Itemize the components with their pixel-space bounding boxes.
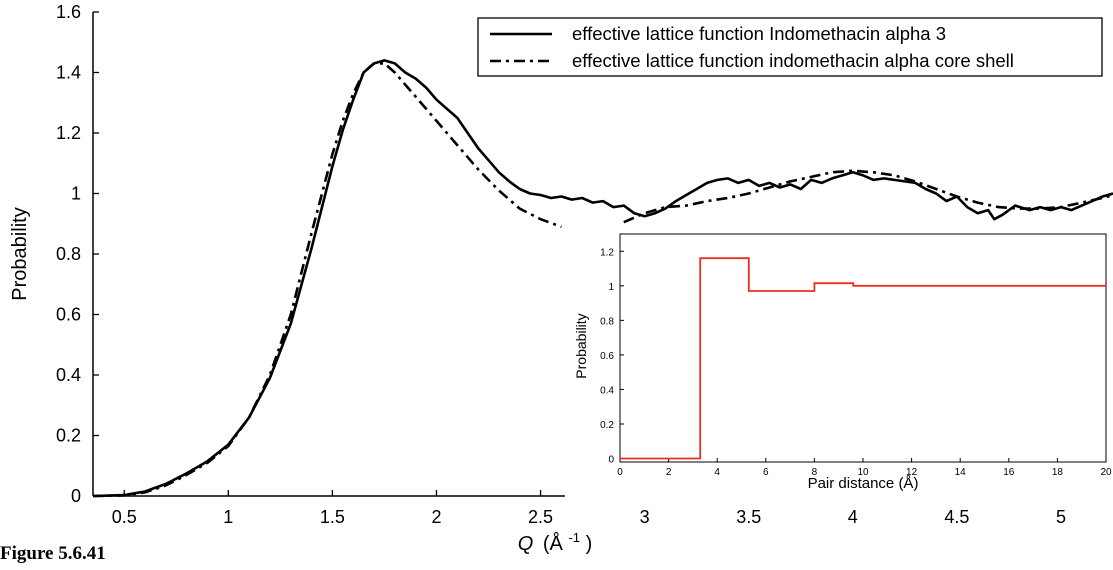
inset-x-tick-label: 12 xyxy=(906,467,918,478)
legend-label-series-1: effective lattice function Indomethacin … xyxy=(572,23,946,44)
main-x-tick-label: 0.5 xyxy=(112,507,137,527)
legend-label-series-2: effective lattice function indomethacin … xyxy=(572,50,1014,71)
main-x-tick-label: 3.5 xyxy=(736,507,761,527)
main-chart: 0.5 1 1.5 2 2.5 3 3.5 4 4.5 5 0 0.2 0.4 0.6 0.8 1 1.2 1.… xyxy=(9,2,1113,555)
main-series xyxy=(92,59,1113,498)
main-y-tick-label: 1 xyxy=(71,184,81,204)
inset-series xyxy=(620,257,1106,460)
inset-x-ticks: 0 2 4 6 8 10 12 14 16 18 20 xyxy=(617,458,1112,478)
inset-background xyxy=(565,229,1113,499)
inset-y-tick-label: 0.6 xyxy=(600,351,614,362)
main-x-ticks: 0.5 1 1.5 2 2.5 3 3.5 4 4.5 5 xyxy=(112,490,1066,527)
inset-x-tick-label: 10 xyxy=(857,467,869,478)
inset-x-axis-label: Pair distance (Å) xyxy=(808,475,919,492)
main-y-tick-label: 0.2 xyxy=(56,426,81,446)
main-y-tick-label: 0 xyxy=(71,486,81,506)
main-x-axis-label-units: (Å xyxy=(543,532,564,555)
inset-y-ticks: 0 0.2 0.4 0.6 0.8 1 1.2 xyxy=(600,247,624,466)
inset-x-tick-label: 2 xyxy=(666,467,672,478)
main-series-line-2 xyxy=(92,62,562,498)
main-y-tick-label: 0.8 xyxy=(56,244,81,264)
main-y-axis-label: Probability xyxy=(9,207,31,300)
inset-chart: 0 2 4 6 8 10 12 14 16 18 20 0 0.2 0.4 0.6 0.8 1 1.2 Prob… xyxy=(565,229,1113,499)
legend-box xyxy=(477,17,1103,77)
inset-x-tick-label: 14 xyxy=(955,467,967,478)
inset-x-tick-label: 18 xyxy=(1052,467,1064,478)
main-x-axis-label-close: ) xyxy=(586,533,593,555)
main-x-axis-label-sup: -1 xyxy=(568,530,580,545)
main-x-tick-label: 4 xyxy=(848,507,858,527)
main-y-tick-label: 0.4 xyxy=(56,365,81,385)
inset-x-tick-label: 0 xyxy=(617,467,623,478)
inset-y-tick-label: 1.2 xyxy=(600,247,614,258)
main-x-tick-label: 2.5 xyxy=(528,507,553,527)
inset-y-tick-label: 1 xyxy=(608,282,614,293)
inset-series-line-1 xyxy=(620,257,1106,460)
main-x-tick-label: 2 xyxy=(431,507,441,527)
inset-x-tick-label: 8 xyxy=(812,467,818,478)
main-x-tick-label: 3 xyxy=(640,507,650,527)
inset-x-tick-label: 4 xyxy=(714,467,720,478)
inset-y-tick-label: 0.2 xyxy=(600,420,614,431)
main-y-tick-label: 1.6 xyxy=(56,2,81,22)
main-series-line-2 xyxy=(623,169,1113,224)
figure-caption: Figure 5.6.41 xyxy=(0,543,106,564)
main-x-tick-label: 4.5 xyxy=(944,507,969,527)
main-y-tick-label: 1.2 xyxy=(56,123,81,143)
main-x-axis-label-symbol: Q xyxy=(518,533,534,555)
main-legend: effective lattice function Indomethacin … xyxy=(477,17,1103,77)
inset-x-tick-label: 20 xyxy=(1100,467,1112,478)
main-y-tick-label: 1.4 xyxy=(56,63,81,83)
main-y-tick-label: 0.6 xyxy=(56,305,81,325)
inset-y-tick-label: 0.8 xyxy=(600,316,614,327)
inset-y-axis-label: Probability xyxy=(573,313,589,378)
main-x-tick-label: 1.5 xyxy=(320,507,345,527)
main-x-tick-label: 1 xyxy=(223,507,233,527)
main-x-axis-label: Q (Å -1 ) xyxy=(518,525,592,555)
inset-y-tick-label: 0.4 xyxy=(600,385,614,396)
inset-y-tick-label: 0 xyxy=(608,455,614,466)
main-x-tick-label: 5 xyxy=(1056,507,1066,527)
inset-x-tick-label: 6 xyxy=(763,467,769,478)
inset-x-tick-label: 16 xyxy=(1003,467,1015,478)
